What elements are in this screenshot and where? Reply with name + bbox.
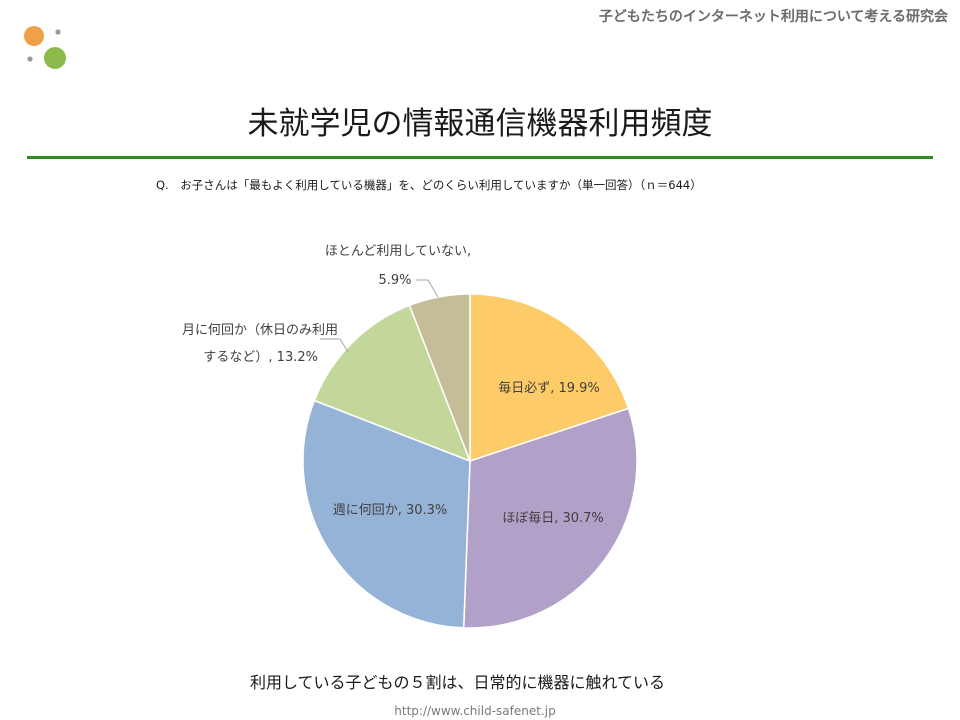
organization-name: 子どもたちのインターネット利用について考える研究会: [598, 9, 948, 25]
page-title: 未就学児の情報通信機器利用頻度: [247, 106, 713, 142]
slice-data-label: 月に何回か（休日のみ利用: [182, 322, 338, 338]
label-leader-line: [320, 338, 349, 353]
pie-slice: [469, 293, 630, 463]
slice-data-label: 毎日必ず, 19.9%: [498, 380, 600, 396]
logo-dot-gray-bottom: [27, 56, 33, 62]
conclusion-text: 利用している子どもの５割は、日常的に機器に触れている: [249, 673, 666, 692]
title-divider: [27, 156, 933, 159]
slice-data-label: 5.9%: [378, 273, 411, 288]
slice-data-label: ほとんど利用していない,: [325, 244, 471, 259]
footer-url: http://www.child-safenet.jp: [394, 704, 556, 718]
slice-data-label: するなど）, 13.2%: [203, 350, 318, 365]
pie-slice: [313, 304, 472, 463]
label-leader-line: [416, 279, 439, 298]
pie-slice: [462, 407, 638, 629]
logo-icon: [24, 26, 66, 69]
pie-slice: [408, 293, 471, 462]
logo-dot-green: [44, 47, 66, 69]
survey-question: Q. お子さんは「最もよく利用している機器」を、どのくらい利用していますか（単一…: [156, 178, 702, 192]
pie-slice: [302, 399, 471, 629]
slice-data-label: 週に何回か, 30.3%: [333, 502, 448, 518]
logo-dot-gray-top: [55, 29, 61, 35]
logo-dot-orange: [24, 26, 44, 46]
slice-data-label: ほぼ毎日, 30.7%: [502, 510, 604, 526]
